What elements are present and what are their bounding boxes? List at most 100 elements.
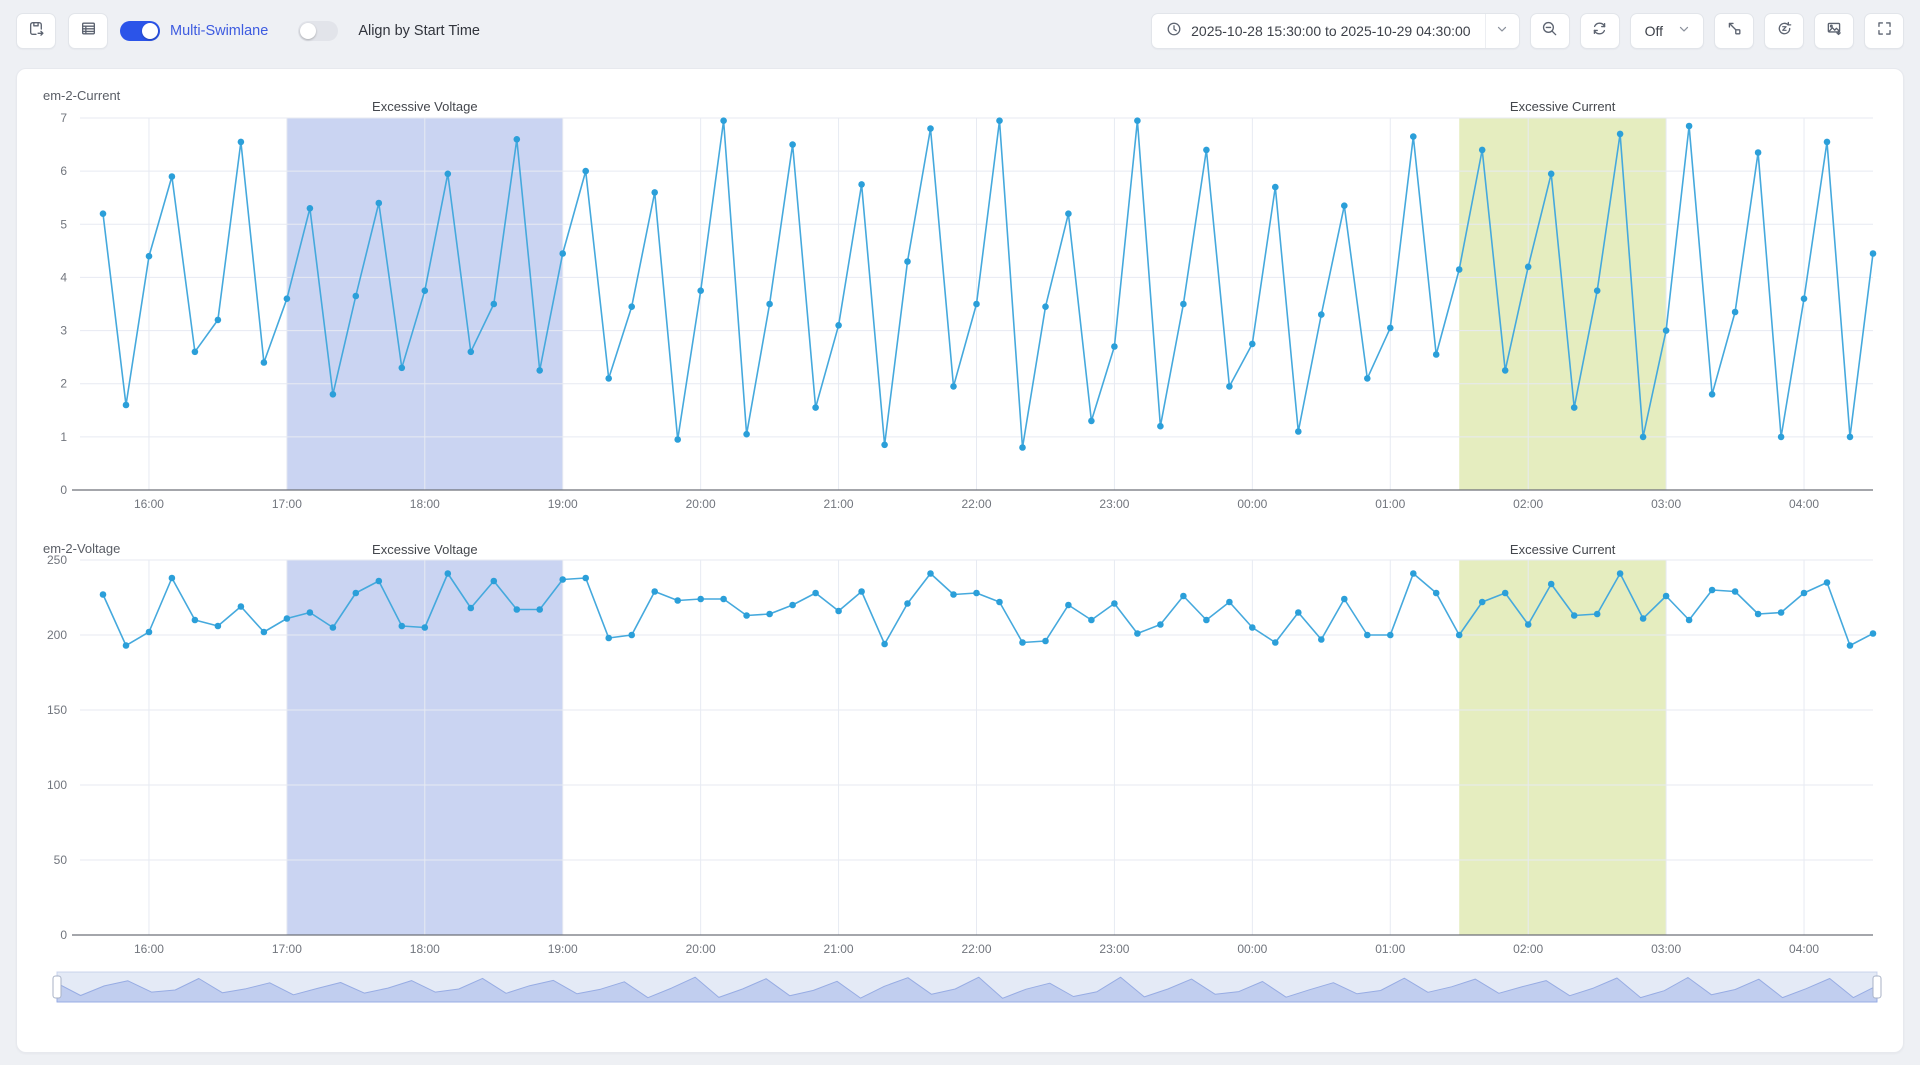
data-point[interactable]	[1593, 287, 1601, 294]
data-point[interactable]	[1731, 588, 1739, 595]
data-point[interactable]	[1249, 340, 1256, 348]
data-point[interactable]	[283, 295, 291, 302]
data-point[interactable]	[237, 603, 245, 610]
data-point[interactable]	[720, 117, 727, 124]
data-point[interactable]	[375, 577, 383, 585]
data-point[interactable]	[1685, 122, 1693, 130]
data-point[interactable]	[582, 574, 589, 582]
data-point[interactable]	[697, 287, 704, 294]
data-point[interactable]	[605, 634, 612, 642]
data-point[interactable]	[1111, 600, 1118, 607]
time-range-button[interactable]: 2025-10-28 15:30:00 to 2025-10-29 04:30:…	[1152, 21, 1484, 42]
data-point[interactable]	[1777, 433, 1785, 441]
data-point[interactable]	[260, 628, 268, 636]
data-point[interactable]	[1823, 579, 1831, 586]
data-point[interactable]	[789, 601, 796, 609]
slider-handle-right[interactable]	[1872, 975, 1882, 999]
data-point[interactable]	[927, 125, 934, 132]
data-point[interactable]	[789, 141, 796, 148]
data-point[interactable]	[214, 316, 222, 324]
data-point[interactable]	[835, 607, 842, 615]
data-point[interactable]	[1226, 598, 1233, 606]
align-by-start-time-toggle[interactable]	[298, 21, 339, 41]
data-point[interactable]	[1662, 592, 1670, 600]
slider-selected-range[interactable]	[57, 972, 1877, 1002]
data-point[interactable]	[858, 181, 865, 188]
data-point[interactable]	[1019, 444, 1026, 451]
data-point[interactable]	[812, 404, 819, 411]
data-point[interactable]	[398, 622, 406, 630]
data-point[interactable]	[559, 250, 566, 257]
data-point[interactable]	[1524, 621, 1532, 628]
data-point[interactable]	[398, 364, 406, 372]
data-point[interactable]	[1134, 630, 1141, 637]
data-point[interactable]	[1203, 146, 1210, 154]
data-point[interactable]	[1272, 639, 1279, 646]
data-point[interactable]	[1295, 609, 1302, 616]
data-point[interactable]	[99, 591, 107, 598]
data-point[interactable]	[1754, 610, 1762, 618]
data-point[interactable]	[1226, 383, 1233, 390]
data-point[interactable]	[536, 606, 543, 613]
data-point[interactable]	[1318, 311, 1325, 318]
slider-handle-left[interactable]	[52, 975, 62, 999]
data-point[interactable]	[467, 348, 475, 356]
data-point[interactable]	[375, 199, 383, 207]
data-point[interactable]	[513, 606, 521, 613]
data-point[interactable]	[720, 595, 727, 603]
data-point[interactable]	[214, 622, 222, 630]
data-point[interactable]	[467, 604, 475, 612]
data-point[interactable]	[1111, 343, 1118, 350]
data-point[interactable]	[191, 348, 199, 356]
data-point[interactable]	[1708, 391, 1716, 398]
auto-refresh-select[interactable]: Off	[1629, 13, 1704, 49]
data-point[interactable]	[651, 189, 658, 196]
data-point[interactable]	[835, 322, 842, 329]
data-point[interactable]	[352, 292, 360, 300]
data-point[interactable]	[1777, 609, 1785, 616]
fullscreen-button[interactable]	[1864, 13, 1904, 49]
data-point[interactable]	[1088, 417, 1095, 425]
data-point[interactable]	[1042, 637, 1049, 645]
data-point[interactable]	[536, 367, 543, 374]
data-point[interactable]	[1869, 630, 1877, 637]
data-point[interactable]	[1478, 598, 1486, 606]
data-point[interactable]	[1387, 631, 1394, 639]
data-point[interactable]	[1065, 601, 1072, 609]
data-point[interactable]	[421, 624, 429, 631]
data-point[interactable]	[628, 631, 635, 639]
data-point[interactable]	[168, 574, 176, 582]
time-range-dropdown-button[interactable]	[1484, 14, 1519, 48]
data-point[interactable]	[1800, 589, 1808, 597]
data-point[interactable]	[421, 287, 429, 294]
data-point[interactable]	[996, 598, 1003, 606]
data-point[interactable]	[490, 300, 498, 308]
data-point[interactable]	[1042, 303, 1049, 310]
data-point[interactable]	[628, 303, 635, 310]
data-point[interactable]	[1547, 580, 1555, 588]
data-point[interactable]	[1616, 130, 1624, 138]
data-point[interactable]	[1203, 616, 1210, 624]
data-point[interactable]	[1364, 631, 1371, 639]
data-point[interactable]	[1157, 422, 1164, 430]
datazoom-slider[interactable]	[52, 971, 1882, 1003]
data-point[interactable]	[1685, 616, 1693, 624]
data-point[interactable]	[352, 589, 360, 597]
data-point[interactable]	[1249, 624, 1256, 631]
data-point[interactable]	[904, 258, 911, 265]
data-point[interactable]	[881, 441, 888, 449]
data-point[interactable]	[858, 588, 865, 595]
data-point[interactable]	[99, 210, 107, 217]
data-point[interactable]	[1869, 250, 1877, 257]
data-point[interactable]	[1387, 324, 1394, 332]
multi-swimlane-toggle[interactable]	[120, 21, 160, 41]
data-point[interactable]	[1662, 327, 1670, 334]
data-point[interactable]	[306, 609, 314, 616]
data-point[interactable]	[145, 628, 153, 636]
collapse-button[interactable]	[1714, 13, 1754, 49]
data-point[interactable]	[1341, 595, 1348, 603]
data-point[interactable]	[1593, 610, 1601, 618]
data-point[interactable]	[329, 624, 337, 631]
data-point[interactable]	[996, 117, 1003, 124]
data-point[interactable]	[651, 588, 658, 595]
